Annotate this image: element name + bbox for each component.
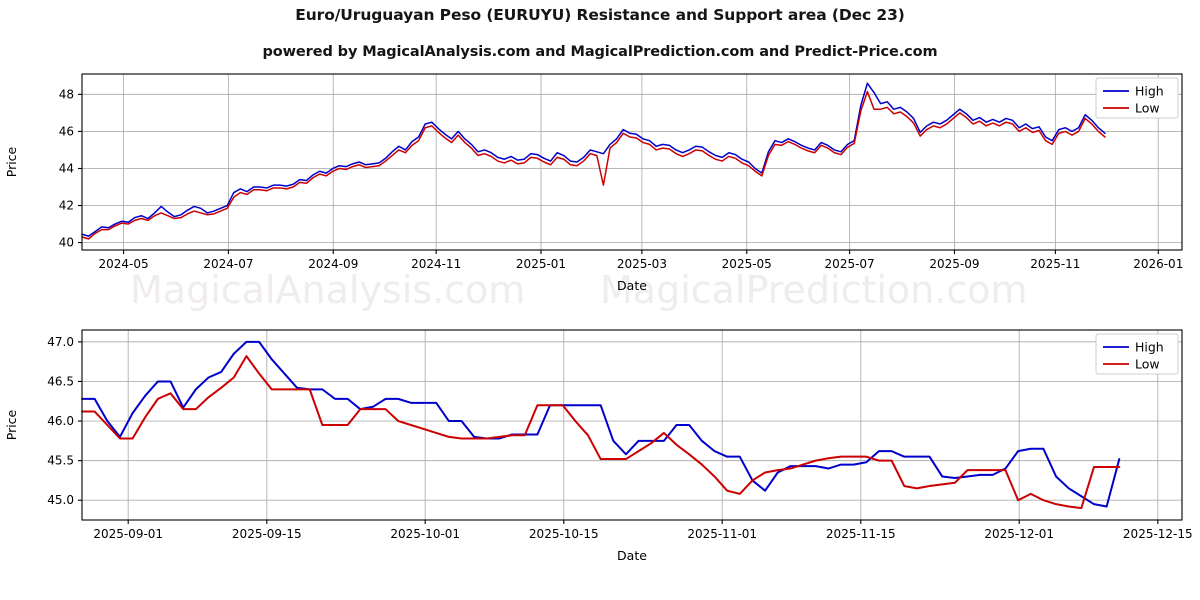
chart-legend: High Low	[1095, 333, 1179, 375]
legend-label-high: High	[1135, 84, 1164, 99]
x-tick-label: 2025-03	[617, 257, 667, 271]
y-axis-label: Price	[4, 146, 19, 177]
y-tick-label: 47.0	[47, 335, 74, 349]
legend-label-low: Low	[1135, 101, 1160, 116]
x-tick-label: 2025-05	[722, 257, 772, 271]
y-tick-label: 40	[59, 236, 74, 250]
x-tick-label: 2025-12-01	[984, 527, 1054, 541]
x-tick-label: 2025-01	[516, 257, 566, 271]
x-tick-label: 2024-09	[308, 257, 358, 271]
x-tick-label: 2025-11	[1030, 257, 1080, 271]
overview-chart: 40 42 44 46 48 2024-05 2024-07 2024-09 2024-11 20…	[4, 73, 1183, 293]
detail-chart: 45.0 45.5 46.0 46.5 47.0 2025-09-01 2025-09-15…	[4, 329, 1193, 563]
x-tick-label: 2024-11	[411, 257, 461, 271]
x-axis-label: Date	[617, 548, 647, 563]
x-tick-label: 2025-12-15	[1123, 527, 1193, 541]
legend-label-low: Low	[1135, 357, 1160, 372]
x-tick-label: 2026-01	[1133, 257, 1183, 271]
chart-legend: High Low	[1095, 77, 1179, 119]
y-tick-label: 46.5	[47, 374, 74, 388]
y-tick-label: 46	[59, 124, 74, 138]
x-axis-label: Date	[617, 278, 647, 293]
page-title: Euro/Uruguayan Peso (EURUYU) Resistance …	[295, 6, 905, 24]
x-tick-label: 2025-11-15	[826, 527, 896, 541]
y-tick-label: 45.0	[47, 493, 74, 507]
x-tick-label: 2025-10-01	[390, 527, 460, 541]
y-axis-label: Price	[4, 409, 19, 440]
x-tick-label: 2024-07	[203, 257, 253, 271]
x-tick-label: 2025-09	[929, 257, 979, 271]
overview-chart-panel: 40 42 44 46 48 2024-05 2024-07 2024-09 2024-11 20…	[0, 68, 1200, 306]
y-tick-label: 46.0	[47, 414, 74, 428]
x-tick-label: 2024-05	[98, 257, 148, 271]
page-subtitle: powered by MagicalAnalysis.com and Magic…	[262, 44, 938, 60]
y-tick-label: 44	[59, 161, 74, 175]
x-tick-label: 2025-07	[825, 257, 875, 271]
y-tick-label: 45.5	[47, 454, 74, 468]
x-tick-label: 2025-11-01	[687, 527, 757, 541]
x-tick-label: 2025-09-15	[232, 527, 302, 541]
y-tick-label: 48	[59, 87, 74, 101]
y-tick-label: 42	[59, 199, 74, 213]
legend-label-high: High	[1135, 340, 1164, 355]
x-tick-label: 2025-10-15	[529, 527, 599, 541]
x-tick-label: 2025-09-01	[93, 527, 163, 541]
detail-chart-panel: 45.0 45.5 46.0 46.5 47.0 2025-09-01 2025-09-15…	[0, 324, 1200, 586]
